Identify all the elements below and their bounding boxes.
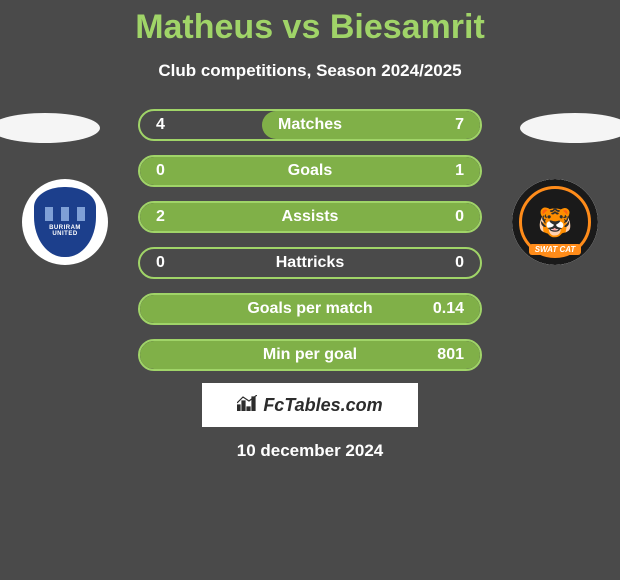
- date-text: 10 december 2024: [237, 441, 384, 461]
- left-flag-placeholder: [0, 113, 100, 143]
- stat-label: Assists: [200, 208, 420, 226]
- chart-icon: [237, 395, 257, 416]
- stat-row: 4Matches7: [138, 109, 482, 141]
- subtitle: Club competitions, Season 2024/2025: [158, 61, 461, 81]
- stat-right-value: 1: [420, 162, 480, 180]
- stat-label: Min per goal: [200, 346, 420, 364]
- stat-right-value: 0: [420, 254, 480, 272]
- castle-icon: [45, 207, 85, 221]
- footer-site-badge: FcTables.com: [202, 383, 418, 427]
- cat-icon: 🐯: [538, 206, 573, 239]
- stat-bars: 4Matches70Goals12Assists00Hattricks0Goal…: [138, 109, 482, 371]
- comparison-card: Matheus vs Biesamrit Club competitions, …: [0, 0, 620, 461]
- right-flag-placeholder: [520, 113, 620, 143]
- left-club-badge: BURIRAM UNITED: [22, 179, 108, 265]
- stat-right-value: 0.14: [420, 300, 480, 318]
- stat-label: Goals per match: [200, 300, 420, 318]
- right-club-badge: 🐯 SWAT CAT: [512, 179, 598, 265]
- buriram-badge-icon: BURIRAM UNITED: [34, 187, 96, 257]
- stat-label: Matches: [200, 116, 420, 134]
- stats-area: BURIRAM UNITED 4Matches70Goals12Assists0…: [0, 109, 620, 371]
- stat-right-value: 7: [420, 116, 480, 134]
- stat-right-value: 801: [420, 346, 480, 364]
- left-player-column: BURIRAM UNITED: [10, 109, 130, 265]
- badge-text: SWAT CAT: [529, 244, 582, 255]
- stat-row: 0Goals1: [138, 155, 482, 187]
- footer-site-text: FcTables.com: [263, 395, 382, 416]
- stat-left-value: 0: [140, 254, 200, 272]
- stat-label: Hattricks: [200, 254, 420, 272]
- badge-text: UNITED: [52, 231, 77, 237]
- swatcat-badge-icon: 🐯 SWAT CAT: [512, 179, 598, 265]
- stat-row: 2Assists0: [138, 201, 482, 233]
- page-title: Matheus vs Biesamrit: [135, 8, 485, 47]
- right-player-column: 🐯 SWAT CAT: [490, 109, 610, 265]
- stat-label: Goals: [200, 162, 420, 180]
- stat-right-value: 0: [420, 208, 480, 226]
- stat-row: Min per goal801: [138, 339, 482, 371]
- stat-row: Goals per match0.14: [138, 293, 482, 325]
- stat-left-value: 2: [140, 208, 200, 226]
- stat-left-value: 4: [140, 116, 200, 134]
- stat-row: 0Hattricks0: [138, 247, 482, 279]
- stat-left-value: 0: [140, 162, 200, 180]
